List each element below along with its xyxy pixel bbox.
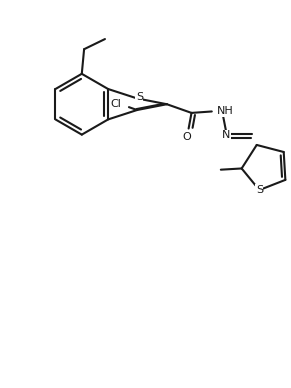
Text: O: O	[183, 132, 191, 142]
Text: Cl: Cl	[111, 99, 122, 109]
Text: NH: NH	[217, 106, 234, 116]
Text: N: N	[222, 130, 230, 140]
Text: S: S	[136, 92, 143, 102]
Text: S: S	[256, 185, 263, 195]
